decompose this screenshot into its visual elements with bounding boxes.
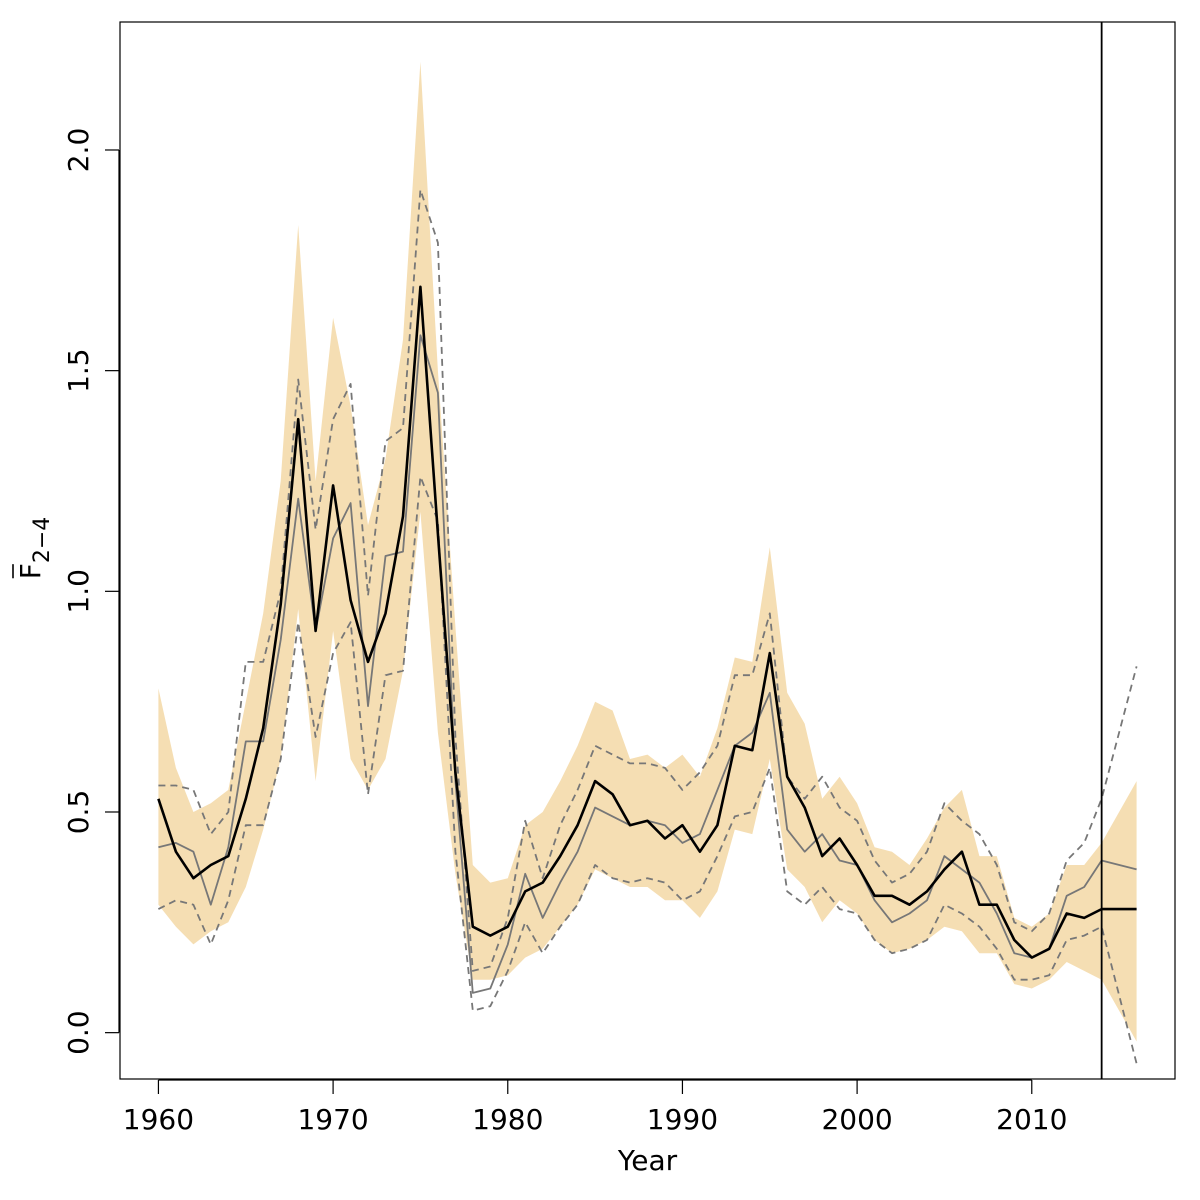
y-axis-title-subscript: 2−4 xyxy=(30,517,55,563)
y-axis-title: F2−4 xyxy=(12,517,55,580)
series-line-estimate xyxy=(157,285,1137,959)
y-tick-label: 0.5 xyxy=(62,790,95,835)
y-tick-label: 2.0 xyxy=(62,128,95,173)
plot-layer xyxy=(157,22,1138,1079)
y-axis: 0.0 0.5 1.0 1.5 2.0 xyxy=(62,128,120,1055)
plot-frame xyxy=(119,21,1176,1080)
y-tick-label: 1.5 xyxy=(62,348,95,393)
svg-text:F2−4: F2−4 xyxy=(14,517,55,580)
x-axis: 1960 1970 1980 1990 2000 2010 xyxy=(123,1079,1067,1136)
x-tick-label: 1970 xyxy=(297,1103,368,1136)
series-line-upper-dashed xyxy=(158,188,1138,972)
x-tick-label: 2010 xyxy=(996,1103,1067,1136)
y-tick-label: 0.0 xyxy=(62,1010,95,1055)
y-tick-label: 1.0 xyxy=(62,569,95,614)
series-line-lower-dashed xyxy=(157,475,1138,1064)
x-tick-label: 1960 xyxy=(123,1103,194,1136)
y-axis-title-main: F xyxy=(14,563,47,579)
x-tick-label: 2000 xyxy=(821,1103,892,1136)
x-tick-label: 1990 xyxy=(647,1103,718,1136)
x-tick-label: 1980 xyxy=(472,1103,543,1136)
x-axis-title: Year xyxy=(617,1144,678,1177)
